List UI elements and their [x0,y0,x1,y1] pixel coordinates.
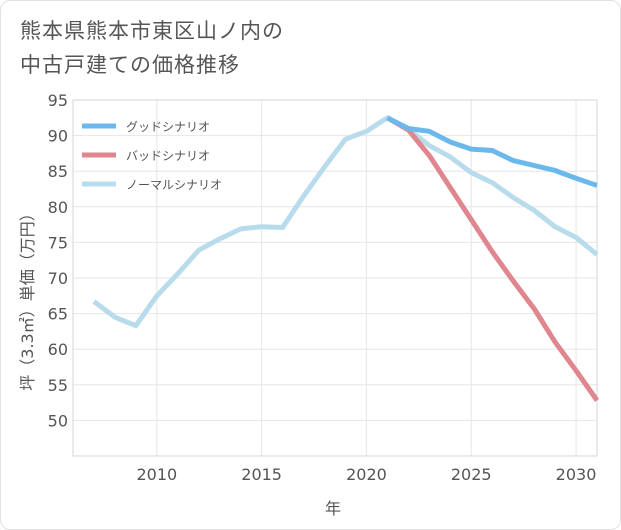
chart-grid [73,99,597,456]
x-axis-label: 年 [325,499,341,518]
y-tick-label: 85 [48,162,68,181]
chart-title-line-1: 熊本県熊本市東区山ノ内の [20,19,284,43]
x-tick-label: 2025 [451,465,492,484]
y-tick-label: 65 [48,305,68,324]
y-tick-label: 50 [48,411,68,430]
x-axis-ticks: 2010 2015 2020 2025 2030 [136,465,596,484]
y-tick-label: 70 [48,269,68,288]
y-tick-label: 80 [48,198,68,217]
chart-title: 熊本県熊本市東区山ノ内の 中古戸建ての価格推移 [20,14,440,82]
legend-label-1: バッドシナリオ [126,149,210,163]
y-axis-label: 坪（3.3㎡）単価（万円） [18,205,37,390]
y-tick-label: 60 [48,340,68,359]
chart-series [92,115,600,402]
y-tick-label: 95 [48,91,68,110]
y-tick-label: 55 [48,376,68,395]
plot-area-border [72,99,598,457]
y-tick-label: 90 [48,127,68,146]
legend-label-0: グッドシナリオ [126,120,210,134]
legend-label-2: ノーマルシナリオ [126,178,222,192]
x-tick-label: 2015 [241,465,282,484]
y-tick-label: 75 [48,233,68,252]
series-line-2 [92,115,599,329]
x-tick-label: 2010 [136,465,177,484]
y-axis-ticks: 50 55 60 65 70 75 80 85 90 95 [48,91,68,430]
x-tick-label: 2020 [346,465,387,484]
series-line-0 [386,115,598,188]
series-line-1 [386,115,600,402]
x-tick-label: 2030 [556,465,597,484]
chart-title-line-2: 中古戸建ての価格推移 [20,53,240,77]
